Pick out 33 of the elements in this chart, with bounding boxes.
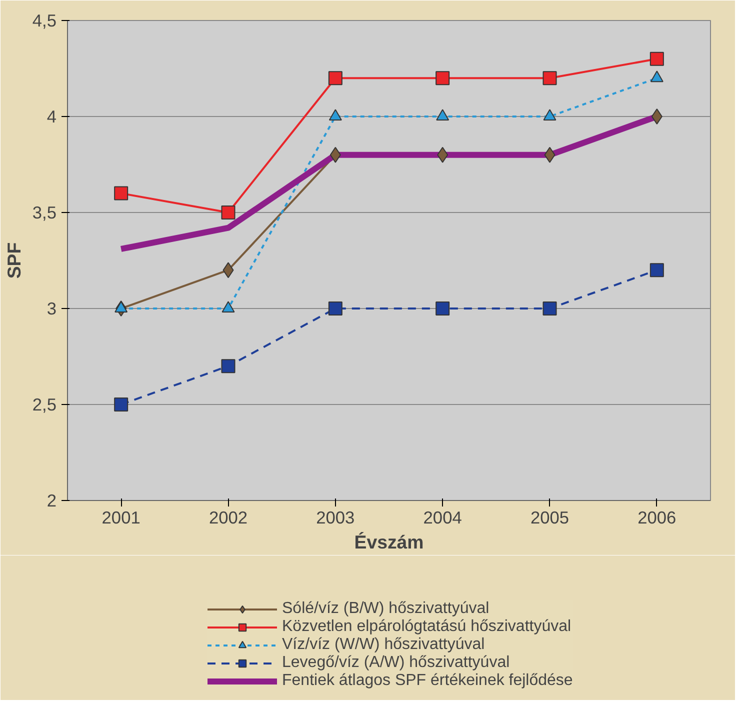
x-axis-title: Évszám — [354, 532, 424, 552]
y-tick-label: 2 — [46, 490, 57, 510]
point — [650, 70, 664, 82]
y-tick-label: 3 — [46, 298, 57, 318]
legend-label: Közvetlen elpárológtatású hőszivattyúval — [282, 618, 572, 636]
point — [650, 52, 664, 66]
y-axis-title: SPF — [3, 242, 24, 279]
y-tick-label: 4 — [46, 106, 57, 126]
point — [221, 359, 236, 374]
point — [651, 108, 662, 124]
x-tick-label: 2006 — [638, 508, 676, 528]
legend-label: Sólé/víz (B/W) hőszivattyúval — [282, 600, 490, 618]
point — [542, 302, 557, 316]
x-tick-label: 2002 — [208, 508, 248, 528]
x-tick-label: 2001 — [102, 508, 140, 528]
point — [114, 186, 128, 200]
point — [436, 302, 450, 316]
point — [542, 71, 557, 86]
legend-label: Fentiek átlagos SPF értékeinek fejlődése — [282, 672, 573, 690]
y-tick-label: 2,5 — [32, 394, 57, 414]
point — [328, 302, 342, 316]
y-tick-label: 3,5 — [32, 202, 57, 222]
legend-label: Levegő/víz (A/W) hőszivattyúval — [282, 654, 510, 672]
point — [436, 71, 450, 86]
y-tick-label: 4,5 — [32, 10, 57, 30]
point — [650, 263, 664, 278]
x-tick-label: 2004 — [423, 508, 462, 528]
legend-label: Víz/víz (W/W) hőszivattyúval — [282, 636, 485, 654]
point — [114, 398, 128, 412]
x-tick-label: 2003 — [316, 508, 355, 528]
point — [328, 71, 342, 86]
point — [221, 206, 236, 220]
x-tick-label: 2005 — [530, 508, 570, 528]
